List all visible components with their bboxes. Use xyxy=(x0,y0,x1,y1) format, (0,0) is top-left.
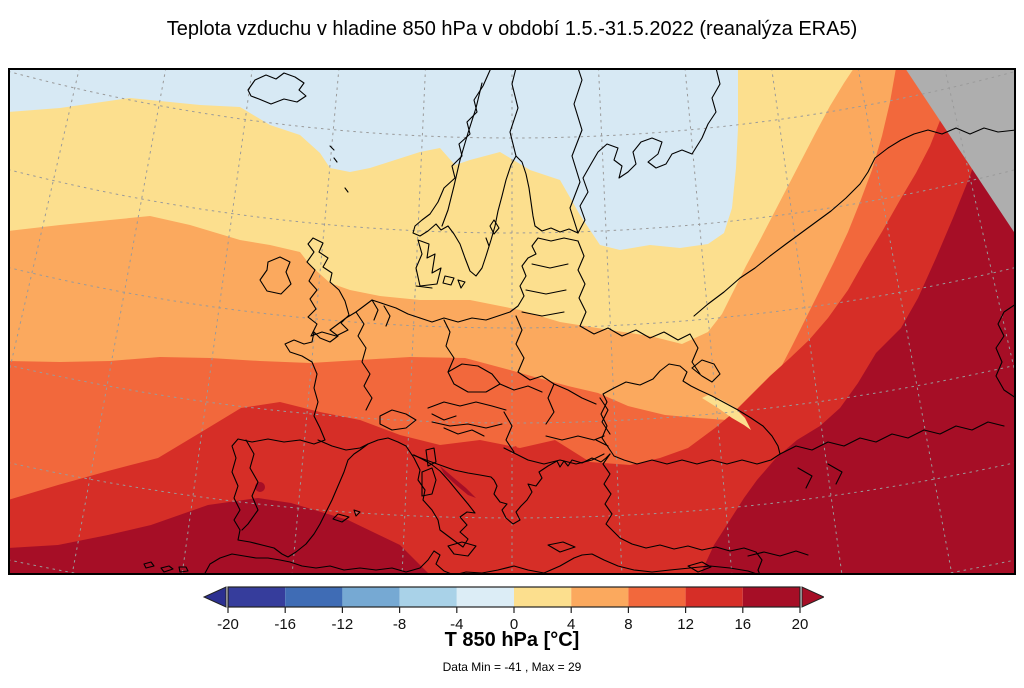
coast-sardinia-corsica xyxy=(421,447,437,497)
coast-caspian xyxy=(995,303,1016,399)
border-baltics xyxy=(521,240,587,327)
border-finland-russia xyxy=(569,68,583,234)
coast-sicily xyxy=(447,541,477,557)
border-portugal-spain xyxy=(241,439,259,531)
no-data-corner xyxy=(905,68,1016,235)
colorbar-segment xyxy=(742,587,800,607)
border-caucasus xyxy=(779,421,1005,489)
coast-italy xyxy=(405,445,476,548)
colorbar-tickmarks xyxy=(227,607,801,613)
band-16-20-southwest xyxy=(8,498,430,575)
border-sweden-finland xyxy=(509,68,519,157)
band-16-20-dalmatia-streak xyxy=(440,466,476,498)
coast-iceland xyxy=(247,72,307,105)
coast-canary-islands xyxy=(143,561,189,573)
border-russia-kazakhstan xyxy=(693,127,1016,317)
band-16-20-northeast xyxy=(700,68,1016,575)
border-balkans xyxy=(431,411,609,465)
coast-denmark xyxy=(415,239,466,289)
coast-ireland xyxy=(259,256,292,295)
colorbar-segment xyxy=(514,587,572,607)
coast-crete xyxy=(547,541,576,553)
band-12-16 xyxy=(8,68,1016,575)
tick-label: 8 xyxy=(624,616,632,633)
border-pyrenees xyxy=(317,439,369,451)
coast-cyprus xyxy=(687,561,712,573)
tick-label: -4 xyxy=(450,616,463,633)
border-turkey-south xyxy=(747,550,809,557)
coast-north-africa xyxy=(203,550,761,575)
tick-label: 16 xyxy=(734,616,751,633)
border-germany-poland xyxy=(443,319,455,373)
colorbar-tick-labels: -20 -16 -12 -8 -4 0 4 8 12 16 20 xyxy=(217,616,808,633)
coast-karelia-white-sea xyxy=(577,68,721,234)
tick-label: -12 xyxy=(332,616,354,633)
coast-scandinavia xyxy=(412,68,579,277)
tick-label: 20 xyxy=(792,616,809,633)
border-norway-sweden xyxy=(441,82,483,227)
colorbar-segment xyxy=(628,587,686,607)
colorbar-segment xyxy=(399,587,457,607)
border-slovakia-hungary xyxy=(499,383,543,393)
colorbar-segment xyxy=(571,587,629,607)
tick-label: -8 xyxy=(393,616,406,633)
tick-label: -16 xyxy=(274,616,296,633)
colorbar-segments xyxy=(228,587,800,607)
border-ukraine-west-romania xyxy=(517,371,611,441)
colorbar-segment xyxy=(228,587,286,607)
temperature-map xyxy=(8,68,1016,575)
border-denmark-germany xyxy=(415,285,433,289)
tick-label: 12 xyxy=(677,616,694,633)
coast-adriatic-greece xyxy=(412,453,611,525)
border-austria-hungary xyxy=(427,401,507,429)
border-france-east xyxy=(355,311,373,411)
colorbar-segment xyxy=(685,587,743,607)
coast-baltic-east xyxy=(419,237,579,323)
page-title: Teplota vzduchu v hladine 850 hPa v obdo… xyxy=(166,18,858,40)
coast-gotland xyxy=(485,219,500,247)
tick-label: -20 xyxy=(217,616,239,633)
coastlines-and-borders xyxy=(143,68,1016,575)
colorbar: -20 -16 -12 -8 -4 0 4 8 12 16 20 xyxy=(202,586,824,633)
map-frame xyxy=(8,68,1016,575)
colorbar-left-arrow xyxy=(202,586,227,608)
colorbar-unit-label: T 850 hPa [°C] xyxy=(444,629,580,651)
border-switzerland xyxy=(379,409,417,431)
coast-great-britain xyxy=(306,237,350,337)
colorbar-right-arrow xyxy=(801,586,824,608)
border-belarus-ukraine-russia xyxy=(579,325,701,375)
colorbar-segment xyxy=(285,587,343,607)
coast-small-isles xyxy=(329,145,349,193)
tick-label: 0 xyxy=(510,616,518,633)
coast-balearics xyxy=(332,509,361,523)
coast-black-sea xyxy=(600,363,781,465)
coast-azov-sea xyxy=(691,359,721,383)
coast-westeurope-iberia xyxy=(231,299,421,558)
colorbar-segment xyxy=(342,587,400,607)
border-poland-east xyxy=(515,315,525,373)
band-16-20-spain-spot xyxy=(255,482,265,492)
tick-label: 4 xyxy=(567,616,575,633)
colorbar-segment xyxy=(456,587,514,607)
border-benelux xyxy=(371,299,391,327)
coast-turkey xyxy=(602,453,763,575)
data-min-max-note: Data Min = -41 , Max = 29 xyxy=(442,660,582,674)
graticule xyxy=(8,68,1016,575)
